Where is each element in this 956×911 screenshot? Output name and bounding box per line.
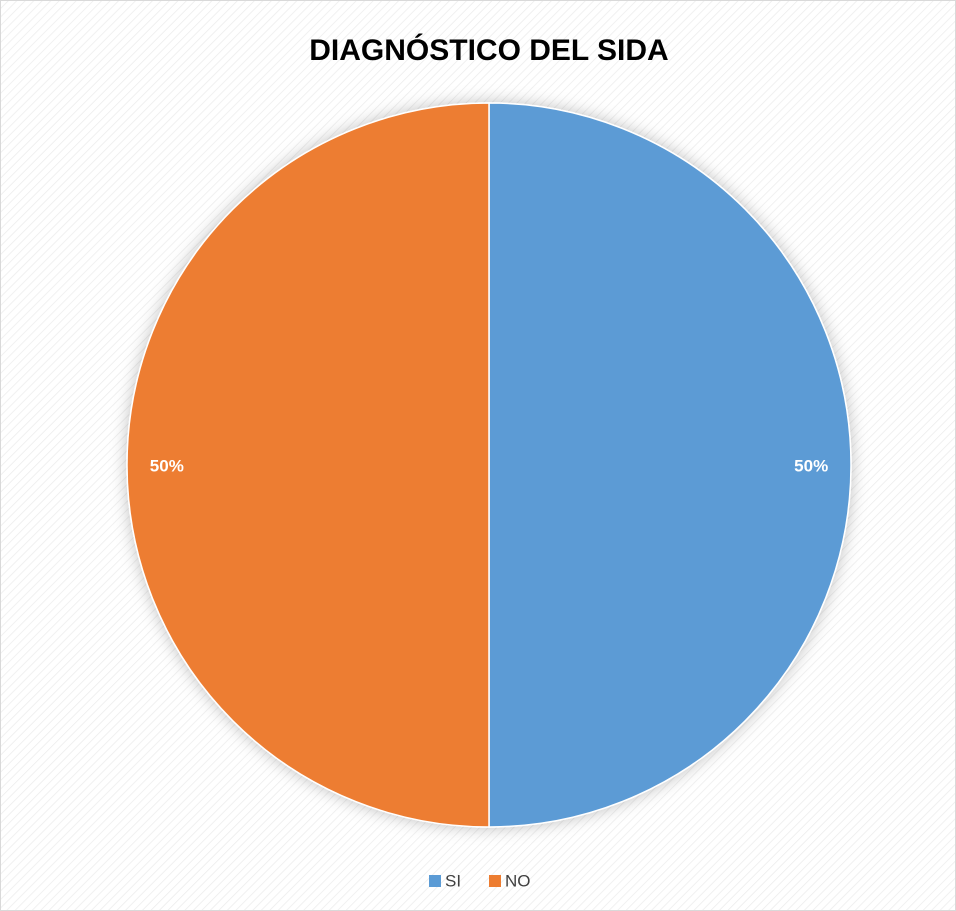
legend-label: SI <box>445 871 461 890</box>
pie-slice <box>126 102 490 828</box>
data-label: 50% <box>150 456 184 475</box>
legend-swatch <box>489 875 501 887</box>
legend-swatch <box>429 875 441 887</box>
pie <box>126 102 852 828</box>
chart-title: DIAGNÓSTICO DEL SIDA <box>309 33 668 67</box>
data-label: 50% <box>794 456 828 475</box>
pie-slice <box>488 102 852 828</box>
legend-label: NO <box>505 871 531 890</box>
